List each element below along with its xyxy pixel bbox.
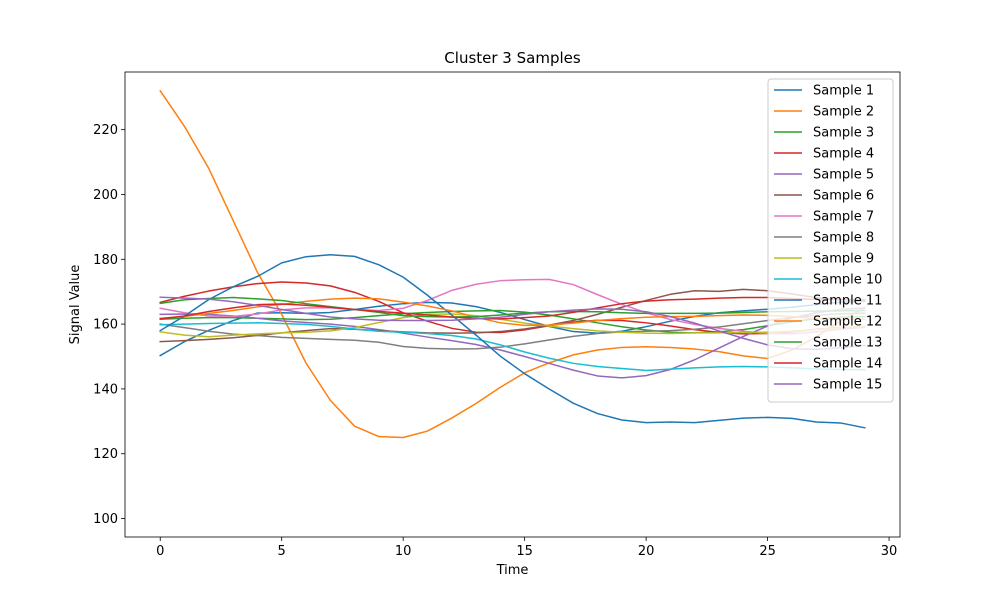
y-tick-label: 200 [93,188,118,203]
legend-entry-label: Sample 2 [813,105,874,120]
x-axis: 0 5 10 15 20 25 30 [156,537,897,559]
legend-entry-label: Sample 5 [813,168,874,183]
series-line-4 [159,281,866,335]
chart-title: Cluster 3 Samples [444,49,581,67]
legend-entry-label: Sample 10 [813,273,882,288]
legend-entry-label: Sample 13 [813,336,882,351]
series-line-3 [159,309,866,334]
series-line-15 [159,296,866,351]
legend-entry-label: Sample 8 [813,231,874,246]
y-tick-label: 180 [93,253,118,268]
series-line-8 [159,312,866,350]
y-tick-label: 160 [93,318,118,333]
x-tick-label: 20 [638,544,655,559]
series-line-10 [159,322,866,372]
legend-entry-label: Sample 1 [813,84,874,99]
x-axis-label: Time [496,563,529,578]
x-tick-label: 0 [156,544,164,559]
x-tick-label: 5 [278,544,286,559]
y-axis-label: Signal Value [68,265,83,345]
legend-entry-label: Sample 9 [813,252,874,267]
legend-entry-label: Sample 7 [813,210,874,225]
y-tick-label: 100 [93,512,118,527]
plot-area [124,71,901,538]
series-line-14 [159,296,866,320]
legend-entry-label: Sample 11 [813,294,882,309]
series-line-7 [159,278,866,335]
legend-entry-label: Sample 15 [813,378,882,393]
legend-entry-label: Sample 14 [813,357,882,372]
y-tick-label: 140 [93,382,118,397]
y-tick-label: 220 [93,123,118,138]
series-line-13 [159,296,866,318]
series-line-11 [159,254,866,429]
legend-entry-label: Sample 4 [813,147,874,162]
series-line-9 [159,313,866,338]
legend-entry-label: Sample 6 [813,189,874,204]
x-tick-label: 30 [881,544,898,559]
x-tick-label: 10 [395,544,412,559]
series-line-5 [159,307,866,379]
legend-entry-label: Sample 3 [813,126,874,141]
plot-frame [124,71,901,538]
legend: Sample 1 Sample 2 Sample 3 Sample 4 Sample 5… [767,78,894,403]
legend-entry-label: Sample 12 [813,315,882,330]
series-line-1 [159,300,866,357]
y-tick-label: 120 [93,447,118,462]
y-axis: 100 120 140 160 180 200 220 [93,123,125,527]
series-line-2 [159,89,866,439]
x-tick-label: 15 [516,544,533,559]
x-tick-label: 25 [759,544,776,559]
